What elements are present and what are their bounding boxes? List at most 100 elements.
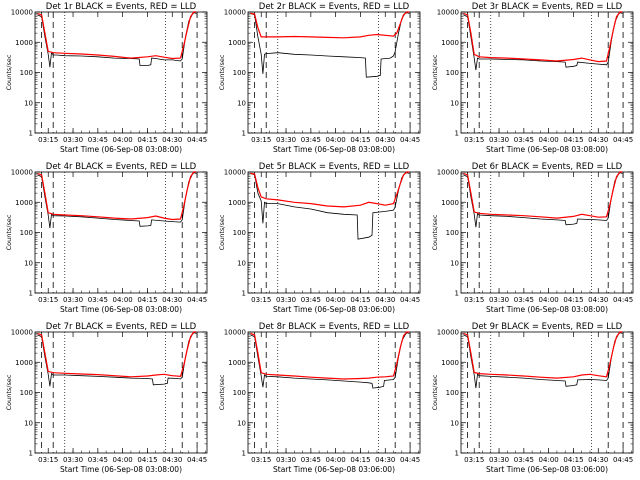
y-tick-label: 10000 xyxy=(11,329,33,337)
y-tick-label: 100 xyxy=(446,229,459,237)
y-tick-label: 1 xyxy=(455,130,459,138)
x-tick-label: 04:30 xyxy=(162,296,182,304)
x-tick-label: 04:15 xyxy=(563,296,583,304)
plot-frame xyxy=(34,11,208,134)
y-tick-label: 1 xyxy=(29,450,33,458)
x-tick-label: 03:15 xyxy=(464,136,484,144)
x-tick-label: 04:00 xyxy=(539,136,559,144)
y-tick-label: 10000 xyxy=(224,329,246,337)
y-tick-label: 1000 xyxy=(228,359,246,367)
x-tick-label: 04:00 xyxy=(326,456,346,464)
x-tick-label: 04:00 xyxy=(113,136,133,144)
y-tick-label: 10 xyxy=(24,419,33,427)
x-tick-label: 04:45 xyxy=(187,456,207,464)
x-tick-label: 03:15 xyxy=(38,136,58,144)
series-events xyxy=(463,172,623,228)
x-axis-label: Start Time (06-Sep-08 03:08:00) xyxy=(486,305,608,314)
y-tick-label: 10 xyxy=(450,419,459,427)
chart-title: Det 9r BLACK = Events, RED = LLD xyxy=(472,322,623,332)
x-tick-label: 03:45 xyxy=(514,136,534,144)
x-tick-label: 04:30 xyxy=(588,136,608,144)
x-tick-label: 03:30 xyxy=(489,136,509,144)
x-tick-label: 03:45 xyxy=(88,296,108,304)
y-tick-label: 100 xyxy=(20,389,33,397)
x-tick-label: 04:00 xyxy=(326,136,346,144)
x-tick-label: 04:45 xyxy=(400,456,420,464)
x-axis-label: Start Time (06-Sep-08 03:08:00) xyxy=(486,145,608,154)
x-tick-label: 04:30 xyxy=(375,296,395,304)
x-tick-label: 04:15 xyxy=(350,136,370,144)
y-tick-label: 100 xyxy=(233,229,246,237)
y-tick-label: 100 xyxy=(233,69,246,77)
x-tick-label: 03:30 xyxy=(63,296,83,304)
plot-frame xyxy=(460,331,634,454)
plot-frame xyxy=(247,331,421,454)
y-tick-label: 10000 xyxy=(437,329,459,337)
y-tick-label: 1000 xyxy=(15,359,33,367)
x-tick-label: 04:00 xyxy=(326,296,346,304)
x-tick-label: 03:45 xyxy=(301,296,321,304)
x-axis-label: Start Time (06-Sep-08 03:06:00) xyxy=(273,465,395,474)
y-tick-label: 100 xyxy=(446,69,459,77)
plot-frame xyxy=(34,331,208,454)
x-tick-label: 04:30 xyxy=(162,136,182,144)
y-axis-label: Counts/sec xyxy=(5,214,13,250)
y-axis-label: Counts/sec xyxy=(431,54,439,90)
y-tick-label: 10 xyxy=(24,99,33,107)
y-tick-label: 1 xyxy=(242,450,246,458)
y-tick-label: 1000 xyxy=(441,199,459,207)
y-tick-label: 10000 xyxy=(224,169,246,177)
y-tick-label: 1000 xyxy=(441,359,459,367)
chart-panel-4: Det 4r BLACK = Events, RED = LLD 1 10 100 10… xyxy=(5,162,208,314)
x-tick-label: 03:15 xyxy=(251,136,271,144)
y-tick-label: 1000 xyxy=(15,39,33,47)
y-tick-label: 1000 xyxy=(228,199,246,207)
x-tick-label: 04:45 xyxy=(613,456,633,464)
plot-frame xyxy=(460,171,634,294)
x-tick-label: 04:45 xyxy=(400,296,420,304)
plot-frame xyxy=(247,171,421,294)
x-tick-label: 04:30 xyxy=(375,456,395,464)
y-tick-label: 10000 xyxy=(224,9,246,17)
chart-panel-8: Det 8r BLACK = Events, RED = LLD 1 10 100 10… xyxy=(218,322,421,474)
x-tick-label: 04:30 xyxy=(588,296,608,304)
y-tick-label: 10 xyxy=(237,419,246,427)
x-tick-label: 04:30 xyxy=(588,456,608,464)
x-axis-label: Start Time (06-Sep-08 03:08:00) xyxy=(60,465,182,474)
y-tick-label: 1 xyxy=(242,130,246,138)
y-tick-label: 10 xyxy=(24,259,33,267)
y-tick-label: 10 xyxy=(237,99,246,107)
x-tick-label: 04:15 xyxy=(137,296,157,304)
series-events xyxy=(37,12,197,68)
x-axis-label: Start Time (06-Sep-08 03:06:00) xyxy=(273,305,395,314)
y-tick-label: 10000 xyxy=(11,9,33,17)
y-tick-label: 100 xyxy=(446,389,459,397)
y-tick-label: 10000 xyxy=(437,9,459,17)
x-tick-label: 04:30 xyxy=(162,456,182,464)
x-tick-label: 03:30 xyxy=(489,456,509,464)
chart-title: Det 4r BLACK = Events, RED = LLD xyxy=(46,162,197,172)
y-tick-label: 1 xyxy=(455,450,459,458)
x-tick-label: 04:45 xyxy=(613,296,633,304)
y-tick-label: 1 xyxy=(29,290,33,298)
chart-title: Det 7r BLACK = Events, RED = LLD xyxy=(46,322,197,332)
chart-title: Det 1r BLACK = Events, RED = LLD xyxy=(46,2,197,12)
x-tick-label: 03:45 xyxy=(88,456,108,464)
x-tick-label: 04:45 xyxy=(187,296,207,304)
series-events xyxy=(250,12,410,78)
chart-title: Det 5r BLACK = Events, RED = LLD xyxy=(259,162,410,172)
x-tick-label: 04:00 xyxy=(539,456,559,464)
x-tick-label: 04:15 xyxy=(137,456,157,464)
x-tick-label: 03:45 xyxy=(514,296,534,304)
x-axis-label: Start Time (06-Sep-08 03:08:00) xyxy=(273,145,395,154)
chart-panel-5: Det 5r BLACK = Events, RED = LLD 1 10 100 10… xyxy=(218,162,421,314)
series-lld xyxy=(250,171,410,208)
series-lld xyxy=(37,171,197,221)
y-tick-label: 1 xyxy=(242,290,246,298)
x-axis-label: Start Time (06-Sep-08 03:08:00) xyxy=(60,305,182,314)
chart-title: Det 6r BLACK = Events, RED = LLD xyxy=(472,162,623,172)
x-axis-label: Start Time (06-Sep-08 03:06:00) xyxy=(486,465,608,474)
series-lld xyxy=(463,11,623,63)
y-axis-label: Counts/sec xyxy=(431,374,439,410)
x-tick-label: 03:15 xyxy=(38,296,58,304)
